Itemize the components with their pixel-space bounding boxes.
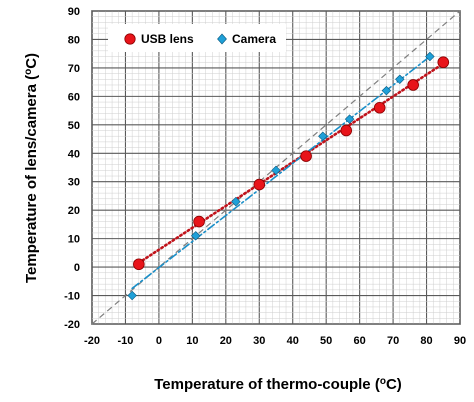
usb-lens-point	[373, 101, 386, 114]
legend-marker-usb-lens	[124, 33, 136, 45]
usb-lens-point	[437, 56, 450, 69]
y-tick-label: 10	[68, 234, 80, 246]
camera-trend-line	[131, 55, 431, 290]
x-tick-label: 10	[186, 335, 198, 347]
y-axis-title: Temperature of lens/camera (oC)	[23, 53, 40, 283]
y-axis-title-superscript: o	[23, 69, 34, 75]
usb-lens-point	[407, 79, 419, 91]
x-axis-title: Temperature of thermo-couple (oC)	[154, 376, 402, 393]
y-tick-label: 20	[68, 205, 80, 217]
y-tick-label: 60	[68, 91, 80, 103]
y-axis-title-end: C)	[23, 53, 40, 69]
camera-point	[344, 114, 355, 124]
y-tick-label: 50	[68, 120, 80, 132]
y-axis-title-main: Temperature of lens/camera (	[23, 75, 40, 283]
camera-point	[127, 290, 137, 301]
x-tick-label: 30	[253, 335, 265, 347]
usb-lens-point	[340, 124, 353, 137]
y-tick-label: 90	[68, 6, 80, 18]
usb-lens-point	[300, 150, 312, 162]
x-axis-title-main: Temperature of thermo-couple (	[154, 376, 380, 393]
y-tick-label: 80	[68, 34, 80, 46]
x-tick-label: -20	[84, 335, 100, 347]
usb-lens-point	[133, 258, 145, 271]
x-tick-label: 0	[156, 335, 162, 347]
x-tick-label: 60	[354, 335, 366, 347]
legend-label-usb-lens: USB lens	[141, 32, 194, 46]
x-tick-label: 90	[454, 335, 466, 347]
x-tick-labels: -20 -10 0 10 20 30 40 50 60 70 80 90	[84, 335, 466, 347]
x-tick-label: 80	[420, 335, 432, 347]
camera-point	[395, 74, 405, 85]
trend-lines	[131, 55, 445, 290]
y-tick-labels: -20 -10 0 10 20 30 40 50 60 70 80 90	[64, 6, 80, 331]
camera-point	[425, 51, 435, 62]
usb-lens-point	[253, 178, 266, 191]
grid	[91, 10, 461, 325]
camera-point	[231, 196, 241, 207]
y-tick-label: 70	[68, 63, 80, 75]
legend-marker-camera	[217, 33, 227, 45]
y-tick-label: 0	[74, 262, 80, 274]
camera-point	[271, 165, 281, 176]
camera-point	[318, 131, 328, 141]
x-tick-label: 40	[287, 335, 299, 347]
x-tick-label: 70	[387, 335, 399, 347]
legend: USB lens Camera	[108, 24, 286, 52]
y-tick-label: -20	[64, 319, 80, 331]
x-axis-title-superscript: o	[380, 376, 386, 387]
usb-lens-point	[193, 215, 205, 228]
usb-lens-trend-line	[137, 62, 445, 265]
x-tick-label: 50	[320, 335, 332, 347]
camera-point	[190, 231, 201, 241]
y-tick-label: 40	[68, 148, 80, 160]
data-points	[127, 51, 450, 301]
legend-background	[108, 24, 286, 52]
x-tick-label: -10	[118, 335, 134, 347]
camera-point	[381, 85, 392, 96]
y-tick-label: 30	[68, 177, 80, 189]
legend-label-camera: Camera	[232, 32, 276, 46]
x-axis-title-end: C)	[386, 376, 402, 393]
y-tick-label: -10	[64, 291, 80, 303]
x-tick-label: 20	[220, 335, 232, 347]
